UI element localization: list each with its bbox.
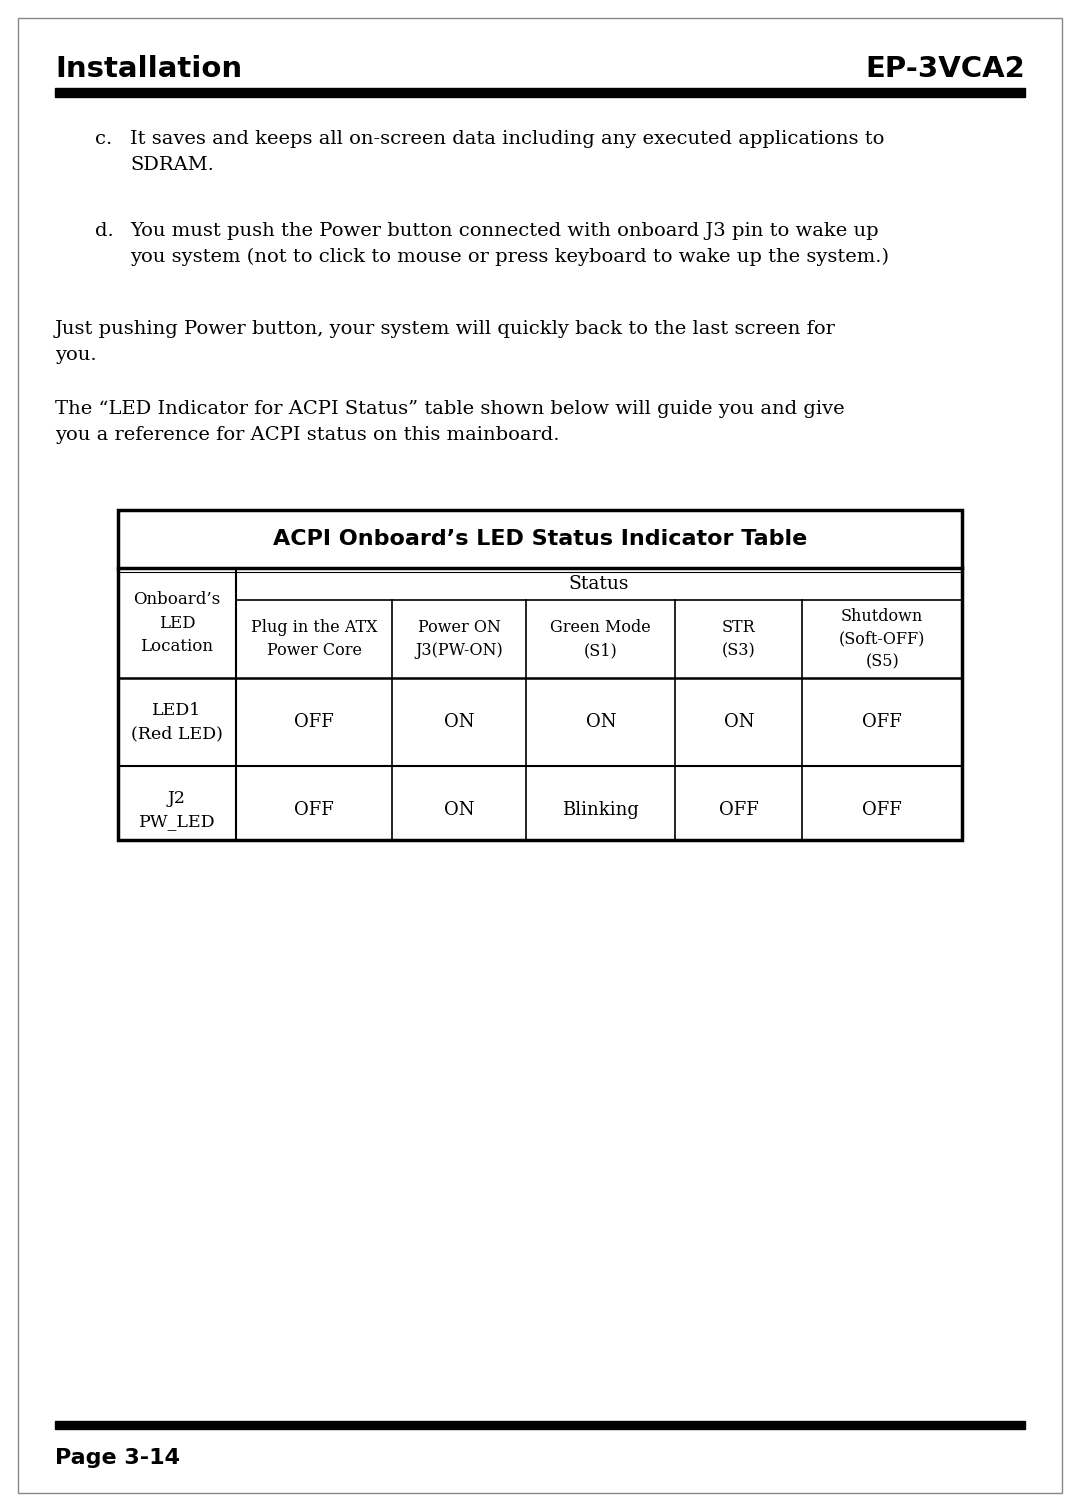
Text: ON: ON [444, 801, 474, 819]
Text: LED1
(Red LED): LED1 (Red LED) [131, 701, 222, 742]
Text: Just pushing Power button, your system will quickly back to the last screen for
: Just pushing Power button, your system w… [55, 320, 836, 364]
Text: STR
(S3): STR (S3) [721, 620, 756, 659]
Text: ON: ON [585, 713, 616, 731]
Text: OFF: OFF [862, 801, 902, 819]
Text: Power ON
J3(PW-ON): Power ON J3(PW-ON) [416, 620, 503, 659]
Text: The “LED Indicator for ACPI Status” table shown below will guide you and give
yo: The “LED Indicator for ACPI Status” tabl… [55, 400, 845, 444]
Text: You must push the Power button connected with onboard J3 pin to wake up
you syst: You must push the Power button connected… [130, 222, 889, 266]
Text: Blinking: Blinking [563, 801, 639, 819]
Text: Green Mode
(S1): Green Mode (S1) [551, 620, 651, 659]
Text: ACPI Onboard’s LED Status Indicator Table: ACPI Onboard’s LED Status Indicator Tabl… [273, 529, 807, 548]
Text: Page 3-14: Page 3-14 [55, 1448, 180, 1469]
Text: Onboard’s
LED
Location: Onboard’s LED Location [133, 591, 220, 654]
Text: c.: c. [95, 130, 112, 148]
Text: ON: ON [444, 713, 474, 731]
Text: EP-3VCA2: EP-3VCA2 [865, 54, 1025, 83]
Text: Status: Status [569, 576, 630, 592]
Text: ON: ON [724, 713, 754, 731]
Text: Plug in the ATX
Power Core: Plug in the ATX Power Core [251, 620, 377, 659]
Text: OFF: OFF [294, 713, 334, 731]
Bar [55, 1420, 1025, 1429]
Text: d.: d. [95, 222, 113, 240]
Text: Installation: Installation [55, 54, 242, 83]
Text: J2
PW_LED: J2 PW_LED [138, 790, 215, 830]
Text: OFF: OFF [294, 801, 334, 819]
Text: OFF: OFF [862, 713, 902, 731]
Text: OFF: OFF [719, 801, 758, 819]
Text: It saves and keeps all on-screen data including any executed applications to
SDR: It saves and keeps all on-screen data in… [130, 130, 885, 174]
Text: Shutdown
(Soft-OFF)
(S5): Shutdown (Soft-OFF) (S5) [839, 607, 926, 671]
Bar [118, 511, 962, 840]
Bar [55, 88, 1025, 97]
